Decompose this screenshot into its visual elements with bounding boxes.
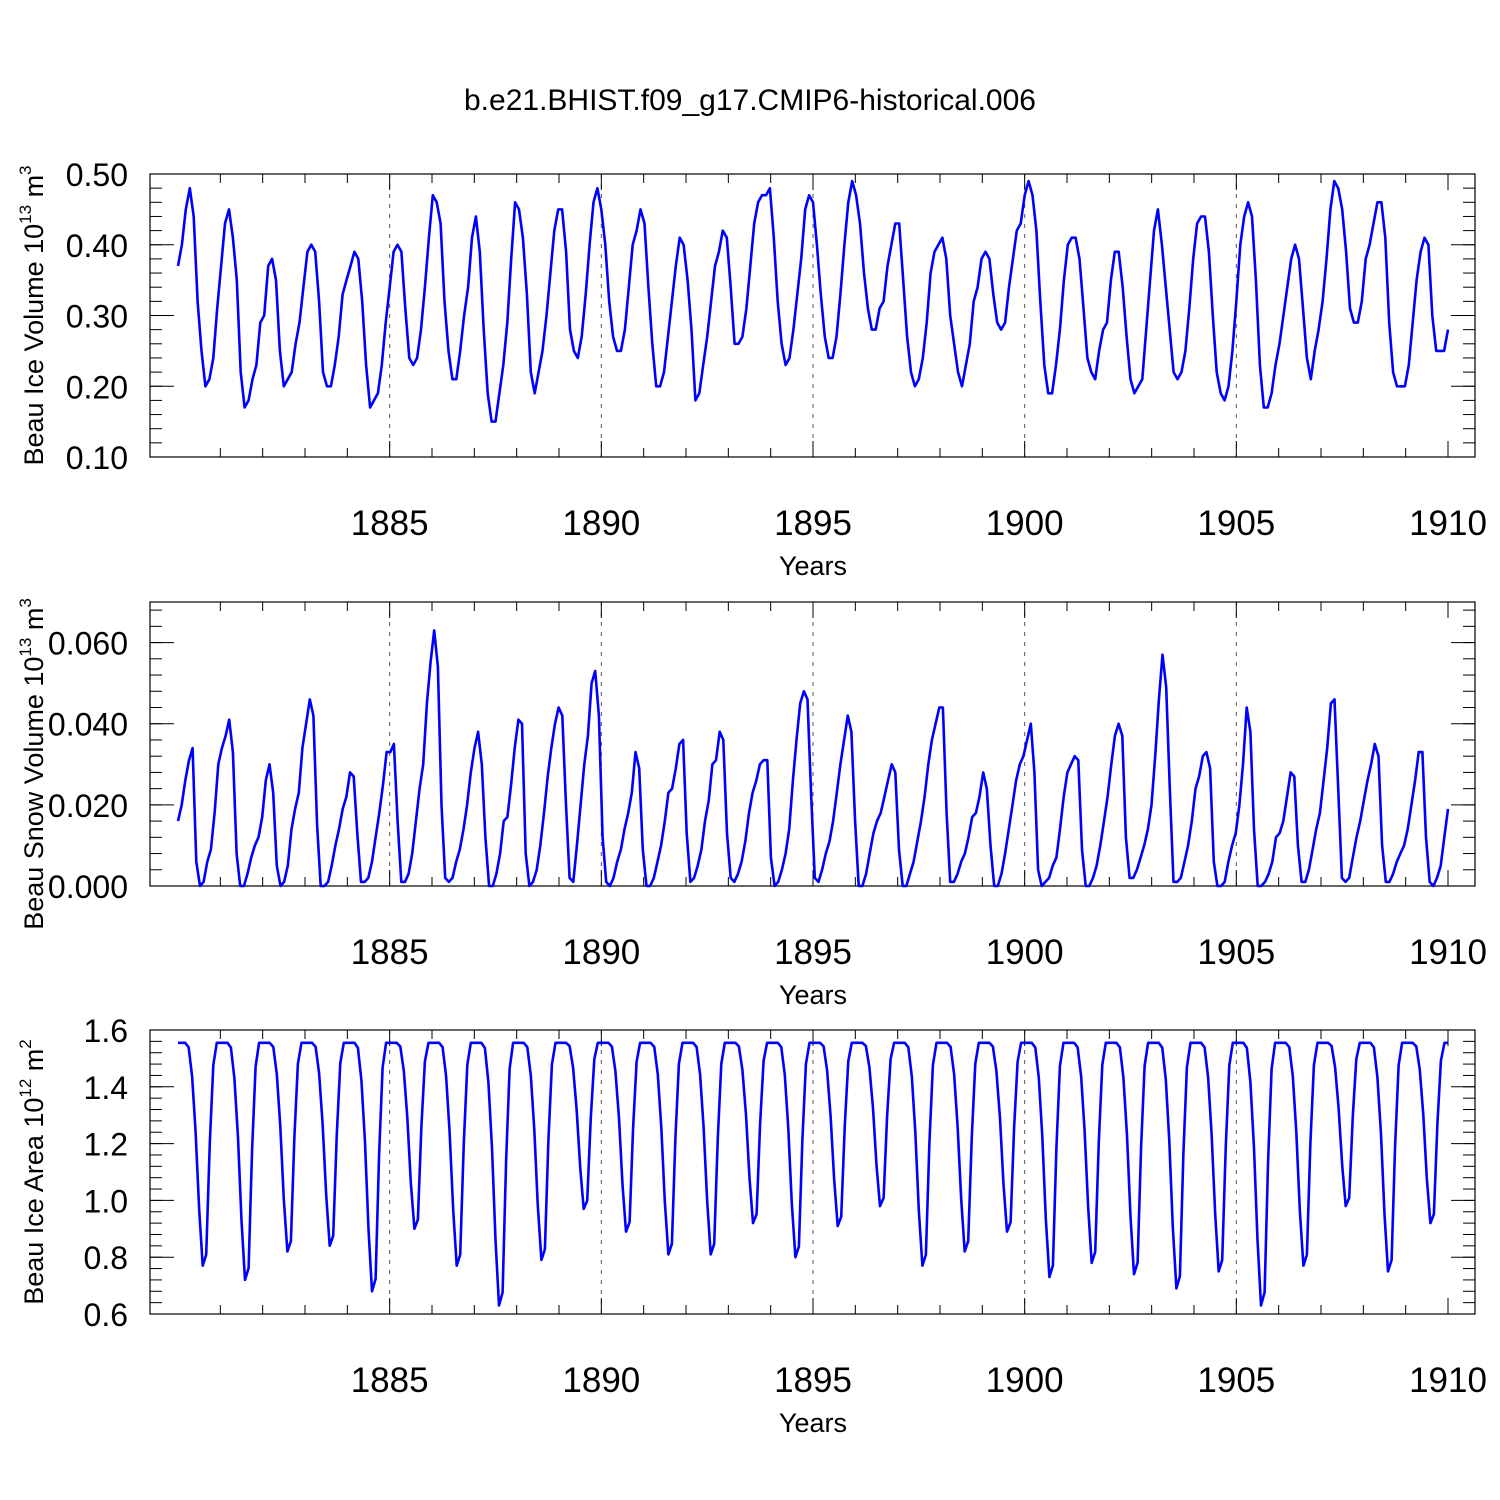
x-tick-label: 1900 bbox=[986, 1361, 1064, 1400]
x-tick-label: 1910 bbox=[1409, 1361, 1487, 1400]
x-tick-label: 1905 bbox=[1197, 504, 1275, 543]
x-tick-label: 1895 bbox=[774, 504, 852, 543]
y-tick-label: 0.6 bbox=[84, 1297, 128, 1333]
x-tick-label: 1890 bbox=[562, 933, 640, 972]
x-tick-label: 1885 bbox=[351, 1361, 429, 1400]
y-tick-label: 0.40 bbox=[66, 228, 128, 264]
x-tick-label: 1905 bbox=[1197, 933, 1275, 972]
y-tick-label: 0.20 bbox=[66, 369, 128, 405]
y-tick-label: 0.10 bbox=[66, 440, 128, 476]
y-tick-label: 0.50 bbox=[66, 157, 128, 193]
y-tick-label: 0.060 bbox=[48, 626, 128, 662]
x-tick-label: 1905 bbox=[1197, 1361, 1275, 1400]
y-tick-label: 1.0 bbox=[84, 1183, 128, 1219]
panel-ice-volume: 0.10 0.20 0.30 0.40 0.50 1885 1890 1895 1900 1905… bbox=[16, 157, 1487, 581]
y-axis-label: Beau Ice Area 1012 m2 bbox=[16, 1039, 49, 1305]
y-axis-label: Beau Ice Volume 1013 m3 bbox=[16, 165, 49, 465]
panels: 0.10 0.20 0.30 0.40 0.50 1885 1890 1895 1900 1905… bbox=[16, 157, 1487, 1438]
panel-snow-volume: 0.000 0.020 0.040 0.060 1885 1890 1895 1900 1905… bbox=[16, 598, 1487, 1010]
y-tick-label: 1.2 bbox=[84, 1127, 128, 1163]
y-tick-label: 0.30 bbox=[66, 299, 128, 335]
y-tick-label: 0.040 bbox=[48, 707, 128, 743]
x-tick-label: 1890 bbox=[562, 1361, 640, 1400]
y-tick-label: 1.4 bbox=[84, 1070, 128, 1106]
y-axis-label: Beau Snow Volume 1013 m3 bbox=[16, 598, 49, 930]
series-line bbox=[176, 629, 1450, 888]
series-line bbox=[178, 1041, 1448, 1307]
x-tick-label: 1885 bbox=[351, 504, 429, 543]
x-tick-label: 1910 bbox=[1409, 504, 1487, 543]
x-axis-label: Years bbox=[779, 551, 847, 581]
x-axis-label: Years bbox=[779, 1408, 847, 1438]
x-tick-label: 1890 bbox=[562, 504, 640, 543]
x-tick-label: 1895 bbox=[774, 1361, 852, 1400]
x-tick-label: 1885 bbox=[351, 933, 429, 972]
x-axis-label: Years bbox=[779, 980, 847, 1010]
y-tick-label: 0.8 bbox=[84, 1240, 128, 1276]
y-tick-label: 0.000 bbox=[48, 869, 128, 905]
panel-ice-area: 0.6 0.8 1.0 1.2 1.4 1.6 1885 1890 1895 1900 1905 19… bbox=[16, 1013, 1487, 1438]
x-tick-label: 1900 bbox=[986, 933, 1064, 972]
y-tick-label: 0.020 bbox=[48, 788, 128, 824]
chart-title: b.e21.BHIST.f09_g17.CMIP6-historical.006 bbox=[464, 84, 1036, 117]
series-line bbox=[176, 179, 1450, 423]
y-tick-label: 1.6 bbox=[84, 1013, 128, 1049]
x-tick-label: 1900 bbox=[986, 504, 1064, 543]
x-tick-label: 1910 bbox=[1409, 933, 1487, 972]
x-tick-label: 1895 bbox=[774, 933, 852, 972]
